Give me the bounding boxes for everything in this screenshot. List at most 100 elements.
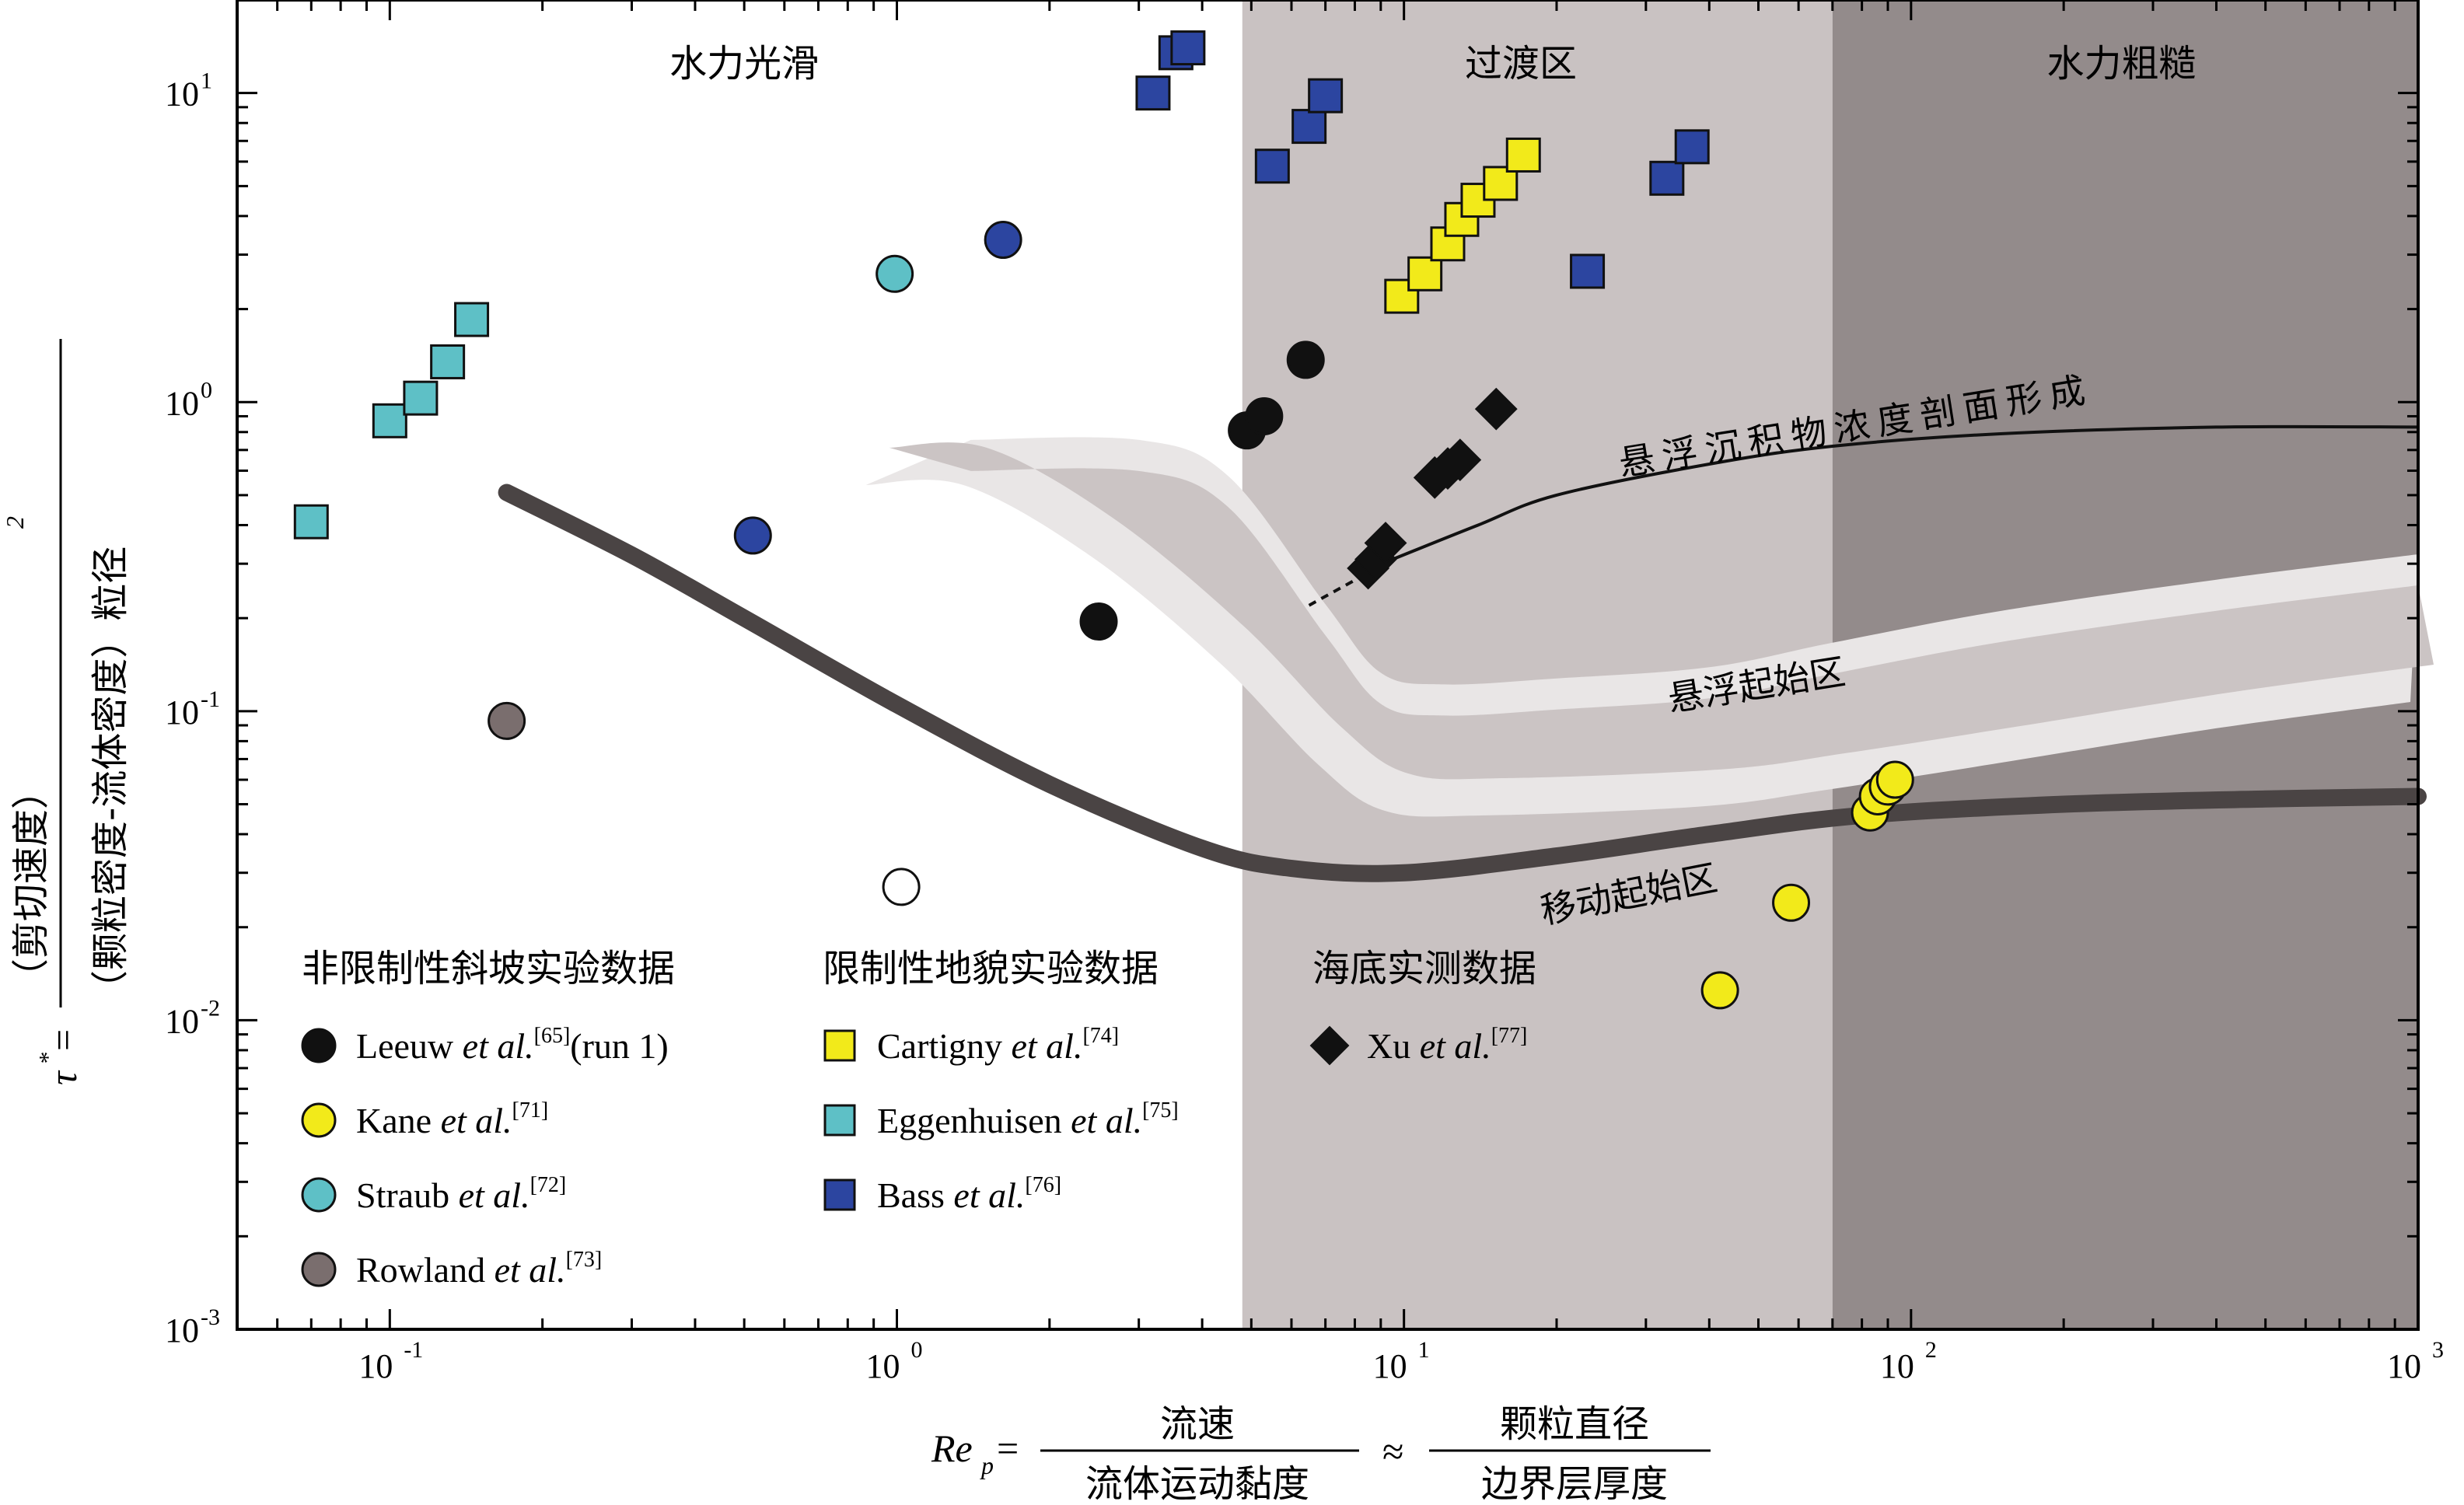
legend-item-label: Eggenhuisen et al.[75] [877,1098,1179,1140]
zone-0 [237,0,1242,1329]
x-tick-label: 10 [865,1347,900,1385]
data-point [488,701,526,740]
y-tick-exponent: -2 [201,995,220,1021]
data-point [1474,387,1518,431]
data-point [1135,75,1171,111]
y-tick-label: 10 [165,75,199,113]
plot-frame [236,0,2420,1331]
data-point [1254,148,1290,184]
y-tick-exponent: 0 [201,377,212,403]
motion-threshold-curve [498,484,2427,882]
legend-group-2: 海底实测数据 Xu et al.[77] [1309,947,1536,1066]
y-axis-tau-superscript: * [33,1053,61,1065]
x-axis-frac2-numerator: 颗粒直径 [1500,1402,1649,1446]
legend-item-label: Rowland et al.[73] [356,1248,602,1290]
x-tick-label: 10 [358,1347,393,1385]
y-axis-denominator: （颗粒密度-流体密度）粒径 [89,546,132,1007]
data-point [1570,253,1606,289]
data-point [1505,137,1541,173]
legend-item-label: Xu et al.[77] [1367,1024,1527,1066]
data-point [1170,30,1206,66]
data-point [1364,522,1407,564]
y-tick-exponent: 1 [201,68,212,94]
data-point [1875,760,1914,799]
legend-group-0: 非限制性斜坡实验数据 Leeuw et al.[65](run 1) Kane et… [301,947,675,1290]
x-axis-equals: = [997,1426,1019,1470]
x-tick-exponent: 1 [1418,1337,1430,1363]
series-7 [293,302,490,539]
x-axis-frac1-denominator: 流体运动黏度 [1085,1462,1309,1505]
legend-group-1: 限制性地貌实验数据 Cartigny et al.[74] Eggenhuisen … [823,947,1179,1215]
data-point [1245,396,1284,435]
legend-marker [1309,1025,1350,1066]
series-6 [1384,137,1541,314]
legend: 非限制性斜坡实验数据 Leeuw et al.[65](run 1) Kane et… [301,947,1536,1290]
legend-item-label: Cartigny et al.[74] [877,1024,1119,1066]
legend-marker [823,1029,856,1062]
series-8 [1135,30,1710,289]
legend-group-header: 非限制性斜坡实验数据 [302,947,675,990]
legend-item-label: Bass et al.[76] [877,1173,1061,1215]
x-tick-exponent: 3 [2432,1337,2444,1363]
data-point [1291,109,1327,145]
y-tick-label: 10 [165,693,199,732]
legend-marker [823,1104,856,1137]
data-point [1438,438,1482,482]
series-2 [876,254,914,293]
series-9 [1347,387,1518,590]
x-axis-re-symbol: Re [931,1426,973,1470]
data-point [1407,256,1443,292]
y-axis-numerator-exponent: 2 [1,516,29,529]
threshold-bands [498,424,2434,882]
data-point [1079,602,1118,641]
x-tick-label: 10 [2387,1347,2421,1385]
x-tick-exponent: -1 [404,1337,423,1363]
y-tick-label: 10 [165,1311,199,1350]
data-point [733,516,772,555]
series-1 [1700,760,1914,1010]
data-point [984,221,1022,260]
x-tick-exponent: 0 [910,1337,922,1363]
y-axis-equals: = [41,1029,85,1051]
data-point [876,254,914,293]
data-point [1286,340,1325,379]
x-axis-approx: ≈ [1382,1430,1403,1473]
suspended-profile-curve [1392,424,2419,561]
data-markers [293,30,1914,1010]
series-3 [488,701,526,740]
y-axis-numerator: （剪切速度） [9,772,53,996]
series-0 [1079,340,1325,641]
zone-label-hydraulically-rough: 水力粗糙 [2046,42,2196,86]
data-point [1700,971,1739,1010]
data-point [1772,883,1811,922]
zone-label-hydraulically-smooth: 水力光滑 [669,42,819,86]
x-tick-label: 10 [1880,1347,1914,1385]
x-tick-exponent: 2 [1925,1337,1937,1363]
legend-marker [301,1102,337,1138]
x-tick-label: 10 [1373,1347,1407,1385]
legend-marker [301,1177,337,1213]
axis-ticks: 10 -1 10 0 10 1 10 2 10 310 -310 -210 -110 010 1 [165,0,2444,1385]
data-point [372,403,407,438]
x-axis-title: Re p = 流速 流体运动黏度 ≈ 颗粒直径 边界层厚度 [931,1402,1711,1505]
data-point [1308,78,1344,113]
data-point [430,344,466,379]
x-axis-frac1-numerator: 流速 [1160,1402,1235,1446]
y-axis-tau-symbol: τ [41,1070,85,1085]
legend-item-label: Straub et al.[72] [356,1173,566,1215]
legend-marker [823,1179,856,1211]
x-axis-frac2-denominator: 边界层厚度 [1481,1462,1668,1505]
y-axis-title: τ * = （剪切速度） 2 （颗粒密度-流体密度）粒径 [1,339,132,1085]
data-point [454,302,490,337]
data-point [1649,160,1685,196]
x-axis-re-subscript: p [980,1451,994,1479]
legend-marker [301,1028,337,1063]
zone-label-transition: 过渡区 [1465,42,1577,86]
legend-item-label: Kane et al.[71] [356,1098,548,1140]
data-point [293,504,329,539]
series-4 [882,868,921,906]
legend-marker [301,1252,337,1287]
data-point [403,380,439,416]
legend-group-header: 海底实测数据 [1312,947,1536,990]
